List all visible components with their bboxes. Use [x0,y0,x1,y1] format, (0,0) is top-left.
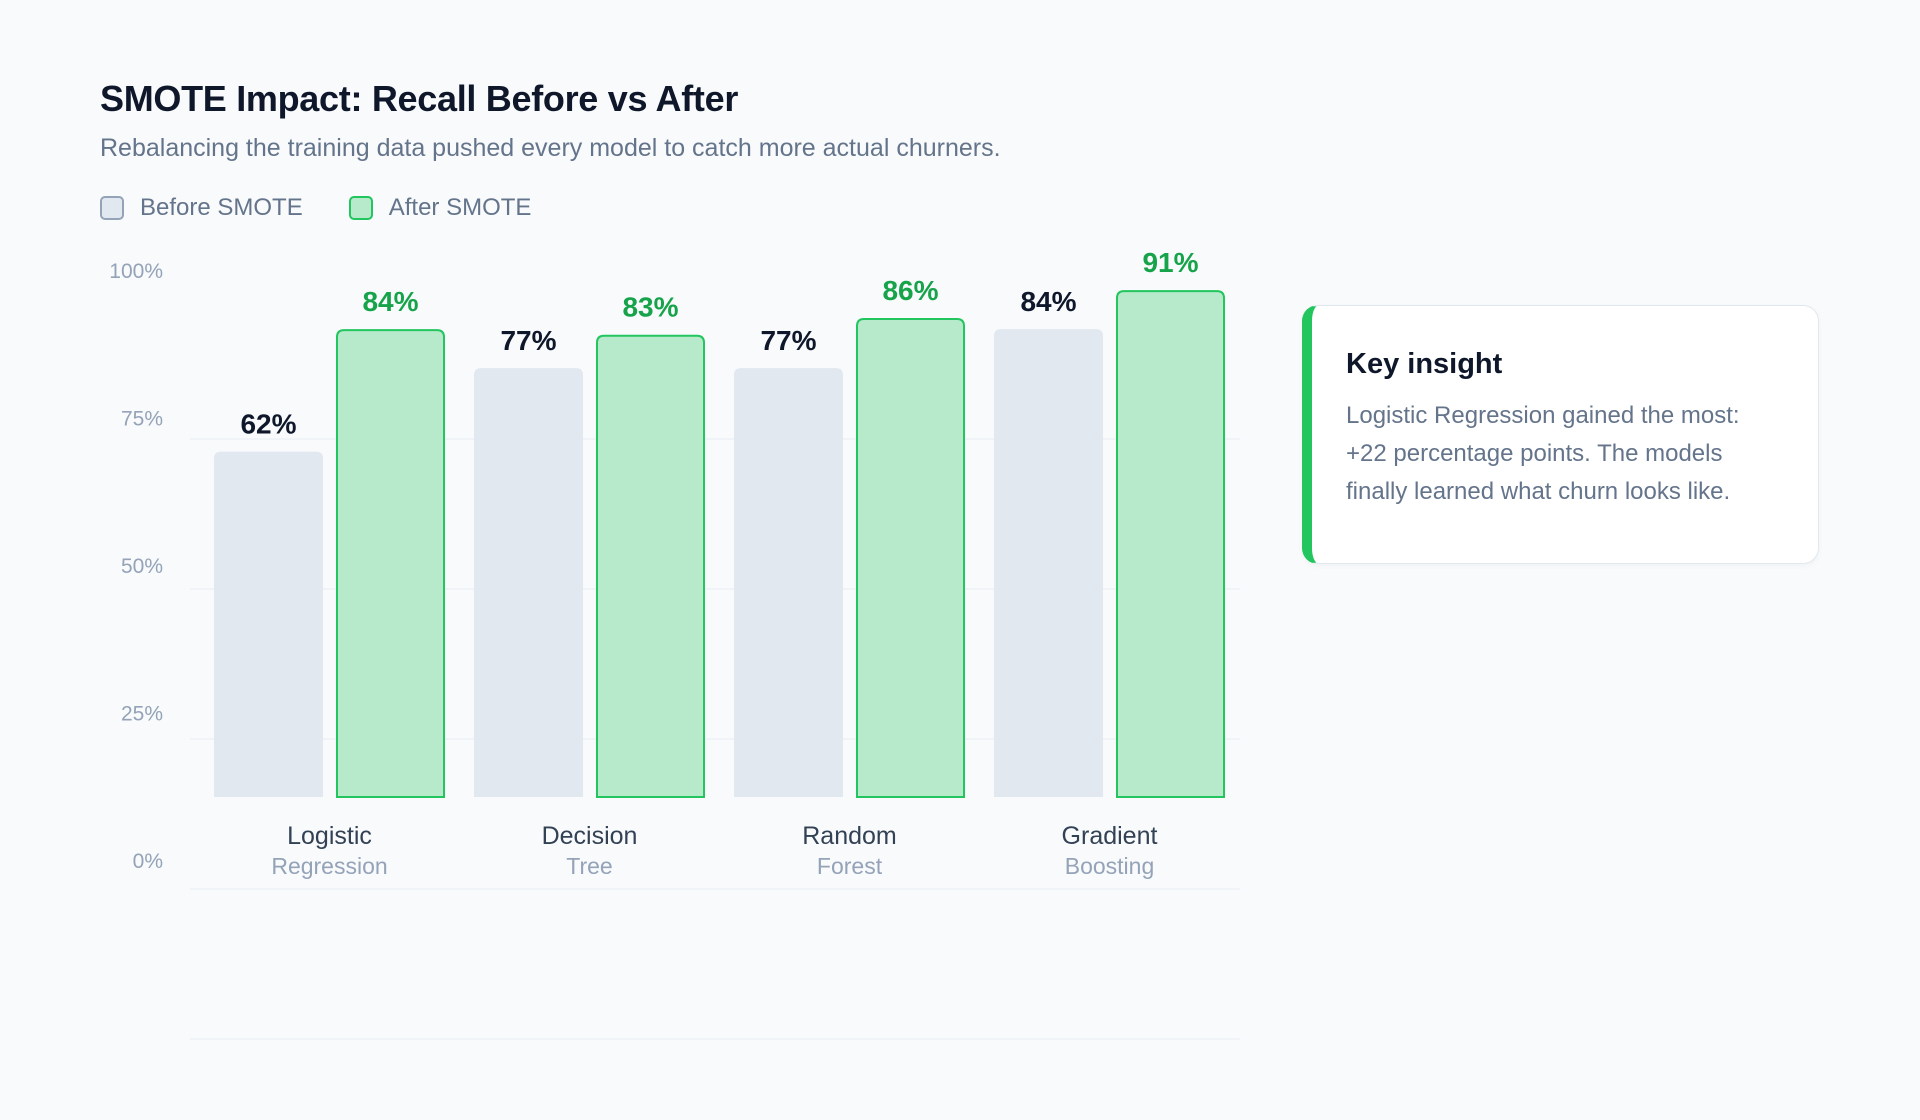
insight-body: Logistic Regression gained the most: +22… [1346,402,1740,505]
y-tick-label: 100% [109,260,163,283]
data-label-after: 91% [1142,247,1198,278]
bar-before [994,329,1103,797]
legend-swatch-after [348,196,373,220]
category-sublabel: Tree [566,853,612,879]
bar-before [474,368,583,797]
chart-title: SMOTE Impact: Recall Before vs After [100,78,739,119]
bar-before [734,368,843,797]
legend-item-after: After SMOTE [348,194,532,222]
y-tick-label: 50% [121,555,163,578]
legend-swatch-before [100,196,124,220]
bar-after [856,317,965,798]
bar-after [336,329,445,798]
category-sublabel: Regression [271,853,387,879]
category-label: Decision [542,822,638,850]
bar-after [596,334,705,798]
data-label-after: 84% [362,286,418,317]
data-label-before: 84% [1020,286,1076,317]
category-sublabel: Forest [817,853,883,879]
legend-label-after: After SMOTE [388,194,532,221]
data-label-after: 83% [622,292,678,323]
legend: Before SMOTE After SMOTE [100,194,531,222]
insight-card: Key insight Logistic Regression gained t… [1302,305,1819,564]
category-label: Logistic [287,822,372,850]
insight-title: Key insight [1346,348,1503,380]
category-label: Random [802,822,897,850]
y-tick-label: 0% [133,850,163,873]
bar-before [214,451,323,797]
legend-item-before: Before SMOTE [100,194,303,222]
data-label-before: 77% [760,325,816,356]
data-label-after: 86% [882,275,938,306]
chart-subtitle: Rebalancing the training data pushed eve… [100,134,1001,162]
y-tick-label: 25% [121,703,163,726]
data-label-before: 62% [240,409,296,440]
data-label-before: 77% [500,325,556,356]
category-sublabel: Boosting [1065,853,1155,879]
y-tick-label: 75% [121,408,163,431]
legend-label-before: Before SMOTE [140,194,303,221]
bar-after [1116,290,1225,798]
category-label: Gradient [1062,822,1158,850]
